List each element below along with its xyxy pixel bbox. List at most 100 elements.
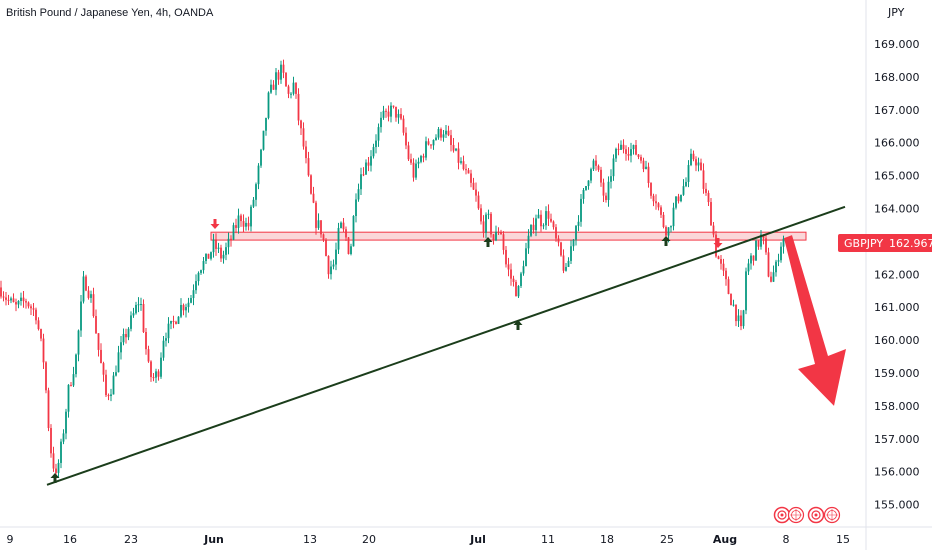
candle <box>60 438 62 469</box>
price-tick-label: 166.000 <box>874 137 920 150</box>
target-icon-2[interactable] <box>807 506 825 524</box>
time-tick-label: 20 <box>362 533 376 546</box>
candle <box>137 297 140 313</box>
time-tick-label: Aug <box>713 533 737 546</box>
candle <box>350 243 352 256</box>
candle <box>612 154 615 181</box>
candle <box>542 223 545 230</box>
candle <box>485 212 487 239</box>
candle <box>375 134 377 154</box>
candle <box>437 127 440 140</box>
candle <box>692 150 695 162</box>
target-icon[interactable] <box>773 506 791 524</box>
candle <box>670 225 672 233</box>
candle <box>200 269 202 275</box>
candle <box>132 307 135 318</box>
candle <box>652 193 655 207</box>
price-tick-label: 155.000 <box>874 499 920 512</box>
candle <box>535 214 537 237</box>
last-price-badge: GBPJPY 162.967 <box>838 234 932 252</box>
candle <box>495 225 497 242</box>
candle <box>317 213 320 230</box>
candle <box>370 150 372 172</box>
candle <box>697 157 700 172</box>
projection-arrow[interactable] <box>784 235 846 406</box>
candle <box>102 361 105 382</box>
candle <box>262 130 265 151</box>
candle <box>742 309 745 329</box>
price-tick-label: 159.000 <box>874 367 920 380</box>
candle <box>332 259 335 270</box>
candle <box>662 212 665 229</box>
candle <box>657 202 660 211</box>
candle <box>412 158 415 182</box>
candle <box>537 209 540 219</box>
candle <box>522 260 525 276</box>
time-tick-label: 11 <box>541 533 555 546</box>
candle <box>597 164 600 172</box>
time-tick-label: 25 <box>660 533 674 546</box>
candle <box>125 328 127 344</box>
time-tick-label: Jul <box>469 533 486 546</box>
candle <box>110 388 112 402</box>
candle <box>295 82 297 99</box>
candle <box>87 286 90 300</box>
candle <box>222 250 225 264</box>
candle <box>660 205 662 219</box>
candle <box>417 157 420 169</box>
candle <box>410 153 412 165</box>
last-price-value: 162.967 <box>889 237 932 250</box>
candle <box>690 148 692 167</box>
candle <box>65 408 67 440</box>
candle <box>685 177 687 188</box>
candle <box>515 279 517 297</box>
candle <box>340 221 342 229</box>
candle <box>152 373 155 382</box>
candle <box>767 247 770 278</box>
time-axis[interactable]: 9 16 23 Jun 13 20 Jul 11 18 25 Aug 8 15 <box>7 533 851 546</box>
candle <box>380 111 382 133</box>
candle <box>252 196 255 209</box>
globe-icon-2[interactable] <box>823 506 841 524</box>
resistance-zone[interactable] <box>210 231 807 241</box>
symbol-label: GBPJPY <box>844 237 883 250</box>
candle <box>322 233 325 243</box>
candle <box>10 296 12 304</box>
candle <box>347 236 350 255</box>
candle <box>555 224 557 242</box>
candle <box>312 186 315 204</box>
candle <box>545 206 547 230</box>
candle <box>367 157 370 172</box>
candle <box>777 253 780 267</box>
candle <box>242 214 245 233</box>
candle <box>630 142 632 163</box>
price-tick-label: 158.000 <box>874 400 920 413</box>
candle <box>305 140 307 164</box>
candle <box>5 292 7 306</box>
candle <box>782 235 785 254</box>
candle <box>510 263 512 286</box>
candle <box>720 254 722 270</box>
candle <box>257 163 260 190</box>
candle <box>732 299 735 307</box>
candle <box>502 231 505 255</box>
candle <box>625 145 627 161</box>
candle <box>77 329 80 362</box>
candle <box>300 119 302 135</box>
candle <box>7 294 10 305</box>
candle <box>90 290 92 303</box>
candle <box>497 227 500 235</box>
candle <box>150 360 152 382</box>
globe-icon[interactable] <box>787 506 805 524</box>
candle <box>177 316 180 324</box>
candle <box>192 284 195 306</box>
candle <box>650 182 652 199</box>
candle <box>197 271 200 286</box>
price-tick-label: 157.000 <box>874 433 920 446</box>
candle <box>475 182 477 202</box>
time-tick-label: 18 <box>600 533 614 546</box>
price-axis[interactable]: 155.000 156.000 157.000 158.000 159.000 160.0… <box>874 38 920 512</box>
candle <box>112 371 115 395</box>
trend-line[interactable] <box>46 205 846 486</box>
